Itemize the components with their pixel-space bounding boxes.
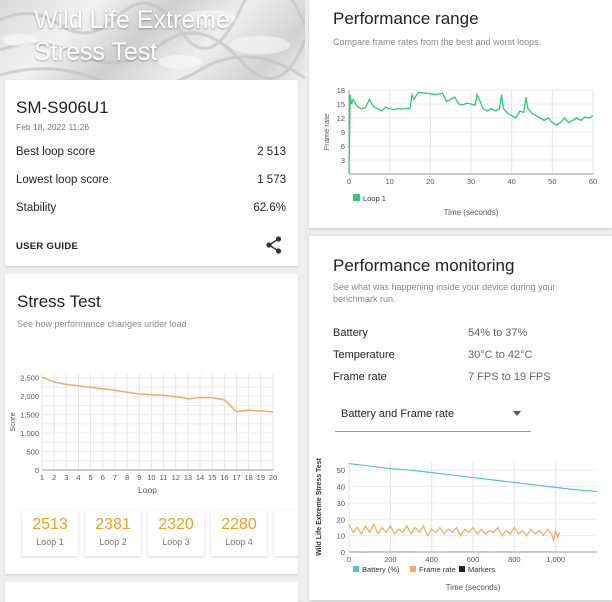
x-tick-label: 20 [426,177,434,186]
stability-row: Stability 62.6% [16,202,286,214]
x-axis-label: Time (seconds) [446,583,501,592]
loop-tile-label: Loop 4 [211,537,267,547]
legend-label: Markers [468,565,495,574]
stability-label: Stability [16,202,56,214]
x-tick-label: 0 [347,177,351,186]
lowest-loop-label: Lowest loop score [16,174,109,186]
legend-swatch [353,566,359,572]
performance-range-title: Performance range [333,9,479,29]
temperature-label: Temperature [333,349,395,361]
loop-tile-label: Loop 2 [85,537,141,547]
y-tick-label: 9 [341,128,345,137]
performance-monitoring-chart: 0 200 400 600 800 1,000 0 10 20 30 40 50 Wild Life E… [309,454,612,600]
loop-tile-3[interactable]: 2320 Loop 3 [148,510,204,556]
y-axis-label: Frame rate [322,114,331,151]
hero-banner: Wild Life Extreme Stress Test [0,0,305,84]
performance-range-chart: 0 10 20 30 40 50 60 3 6 9 12 15 18 Frame rate Loop 1 Ti… [309,78,612,222]
y-axis-label: Wild Life Extreme Stress Test [316,457,323,556]
y-tick-label: 0 [341,548,345,557]
lowest-loop-row: Lowest loop score 1 573 [16,174,286,186]
performance-range-subtitle: Compare frame rates from the best and wo… [333,36,541,48]
subtitle-line2: benchmark run. [333,293,556,305]
loop-tile-score: 2 [274,516,298,534]
chevron-down-icon [513,411,521,416]
x-tick-label: 800 [508,555,521,564]
y-tick-label: 3 [341,156,345,165]
x-tick-label: 40 [507,177,515,186]
user-guide-link[interactable]: USER GUIDE [16,241,78,252]
x-tick-label: 0 [347,555,351,564]
left-column: Wild Life Extreme Stress Test SM-S906U1 … [0,0,305,600]
loop-tile-1[interactable]: 2513 Loop 1 [22,510,78,556]
x-tick-label: 30 [467,177,475,186]
hero-title-line2: Stress Test [34,36,230,68]
dropdown-selected-value: Battery and Frame rate [341,408,454,420]
loop-tile-4[interactable]: 2280 Loop 4 [211,510,267,556]
x-tick-label: 1,000 [546,555,565,564]
performance-monitoring-card: Performance monitoring See what was happ… [309,236,612,600]
temperature-value: 30°C to 42°C [468,349,532,361]
test-date: Feb 18, 2022 11:26 [16,122,89,132]
subtitle-line1: See what was happening inside your devic… [333,281,556,293]
hero-title-line1: Wild Life Extreme [34,4,230,36]
loop-tile-label: L [274,537,298,547]
y-tick-label: 6 [341,142,345,151]
best-loop-value: 2 513 [257,146,286,158]
loop-tile-score: 2381 [85,516,141,534]
lowest-loop-value: 1 573 [257,174,286,186]
device-name: SM-S906U1 [16,98,109,118]
y-tick-label: 10 [337,532,345,541]
share-icon[interactable] [266,236,282,254]
x-tick-label: 200 [384,555,397,564]
stress-test-card: Stress Test See how performance changes … [5,274,298,574]
loop-tile-label: Loop 3 [148,537,204,547]
hero-title: Wild Life Extreme Stress Test [34,4,230,68]
x-tick-label: 10 [385,177,393,186]
legend-swatch-loop-1 [353,194,360,201]
performance-range-card: Performance range Compare frame rates fr… [309,0,612,228]
legend-swatch [459,566,465,572]
x-axis-label: Time (seconds) [444,208,499,217]
y-tick-label: 15 [337,100,345,109]
y-tick-label: 20 [337,515,345,524]
x-tick-label: 60 [589,177,597,186]
loop-tile-score: 2280 [211,516,267,534]
loop-tile-score: 2513 [22,516,78,534]
loop-tile-score: 2320 [148,516,204,534]
legend-swatch [410,566,416,572]
loop-tile-2[interactable]: 2381 Loop 2 [85,510,141,556]
frame-rate-label: Frame rate [333,371,387,383]
y-tick-label: 18 [337,86,345,95]
metric-dropdown[interactable]: Battery and Frame rate [335,402,531,432]
performance-monitoring-title: Performance monitoring [333,256,514,276]
loop-score-tiles: 2513 Loop 1 2381 Loop 2 2320 Loop 3 2280… [5,274,298,574]
x-tick-label: 600 [467,555,480,564]
x-tick-label: 400 [425,555,438,564]
loop-tile-5[interactable]: 2 L [274,510,298,556]
y-tick-label: 40 [337,483,345,492]
device-summary-card: SM-S906U1 Feb 18, 2022 11:26 Best loop s… [5,80,298,266]
series-line-1 [349,524,560,540]
best-loop-label: Best loop score [16,146,95,158]
y-tick-label: 12 [337,114,345,123]
frame-rate-value: 7 FPS to 19 FPS [468,371,551,383]
battery-label: Battery [333,327,368,339]
next-card-peek [5,582,298,602]
legend-label-loop-1: Loop 1 [363,194,386,203]
legend-label: Frame rate [419,565,456,574]
x-tick-label: 50 [548,177,556,186]
loop-tile-label: Loop 1 [22,537,78,547]
y-tick-label: 30 [337,499,345,508]
right-column: Performance range Compare frame rates fr… [309,0,612,600]
stability-value: 62.6% [253,202,286,214]
battery-value: 54% to 37% [468,327,527,339]
legend-label: Battery (%) [362,565,400,574]
best-loop-row: Best loop score 2 513 [16,146,286,158]
performance-monitoring-subtitle: See what was happening inside your devic… [333,281,556,305]
y-tick-label: 50 [337,466,345,475]
